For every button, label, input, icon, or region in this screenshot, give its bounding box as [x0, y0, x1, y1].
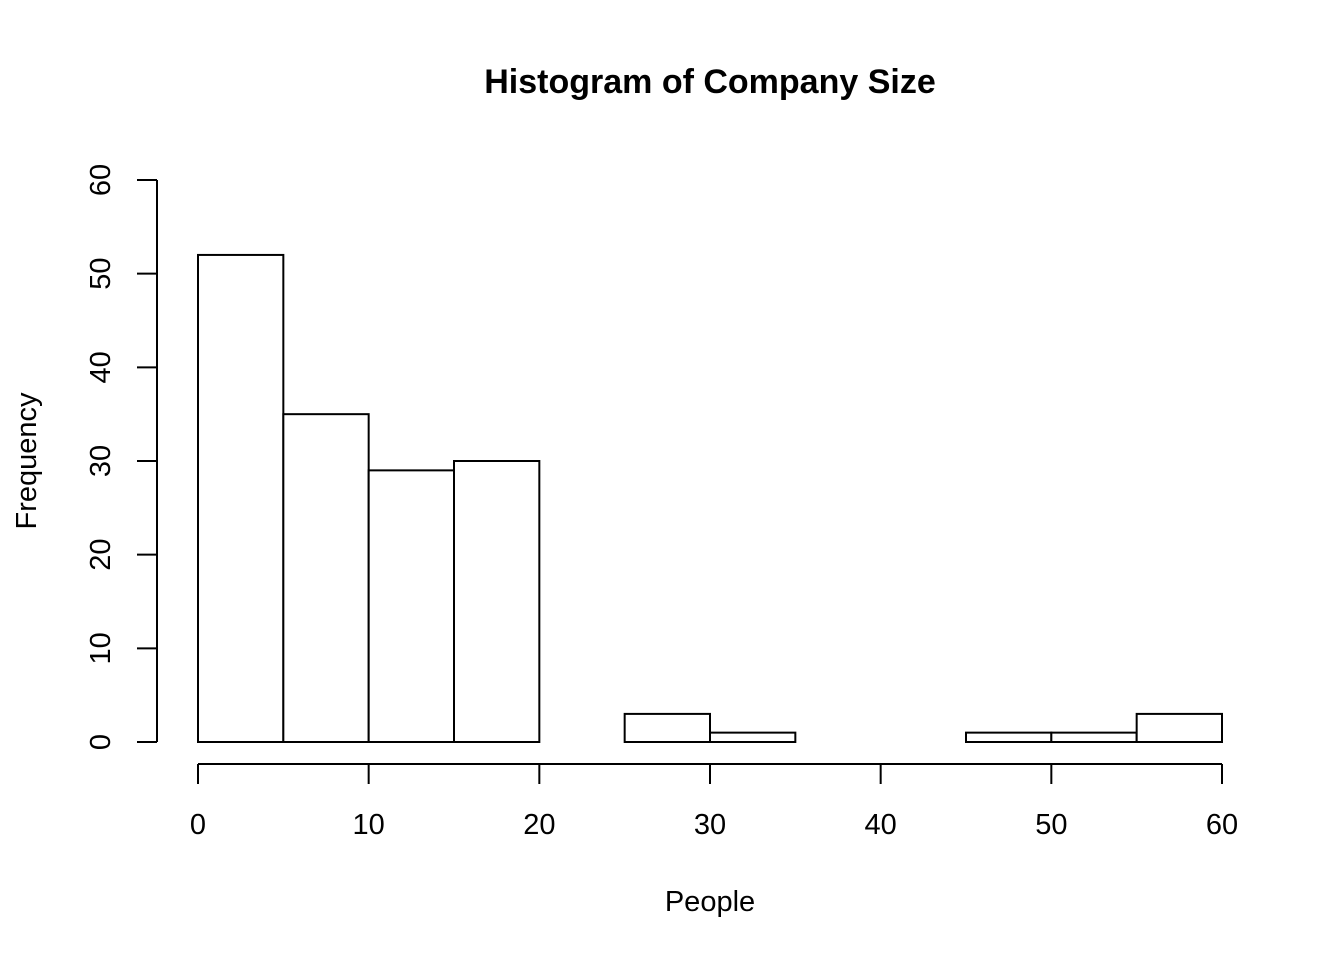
histogram-bar-15-20 — [453, 460, 541, 743]
x-tick-label: 50 — [1035, 809, 1067, 841]
y-axis-label: Frequency — [11, 392, 43, 530]
histogram-bar-25-30 — [623, 712, 712, 744]
y-tick-label: 60 — [85, 164, 117, 196]
y-tick-label: 10 — [85, 632, 117, 664]
histogram-bar-30-35 — [709, 731, 797, 744]
x-axis-label: People — [665, 886, 755, 918]
y-tick-label: 20 — [85, 539, 117, 571]
x-tick-label: 60 — [1206, 809, 1238, 841]
x-tick-label: 40 — [865, 809, 897, 841]
bars-group — [197, 253, 1223, 744]
x-tick-label: 30 — [694, 809, 726, 841]
y-tick-label: 40 — [85, 351, 117, 383]
y-tick-label: 50 — [85, 258, 117, 290]
histogram-bar-55-60 — [1135, 712, 1223, 744]
histogram-bar-0-5 — [197, 253, 285, 744]
x-axis: 0 10 20 30 40 50 60 — [190, 763, 1238, 841]
x-tick-label: 0 — [190, 809, 206, 841]
histogram-bar-50-55 — [1050, 731, 1138, 744]
histogram-bar-5-10 — [282, 413, 370, 743]
y-tick-label: 0 — [85, 734, 117, 750]
x-tick-label: 10 — [353, 809, 385, 841]
chart-title: Histogram of Company Size — [484, 63, 936, 101]
y-tick-label: 30 — [85, 445, 117, 477]
histogram-bar-10-15 — [367, 469, 455, 743]
histogram-bar-45-50 — [965, 731, 1053, 744]
y-axis: 0 10 20 30 40 50 60 — [85, 164, 158, 750]
x-tick-label: 20 — [523, 809, 555, 841]
